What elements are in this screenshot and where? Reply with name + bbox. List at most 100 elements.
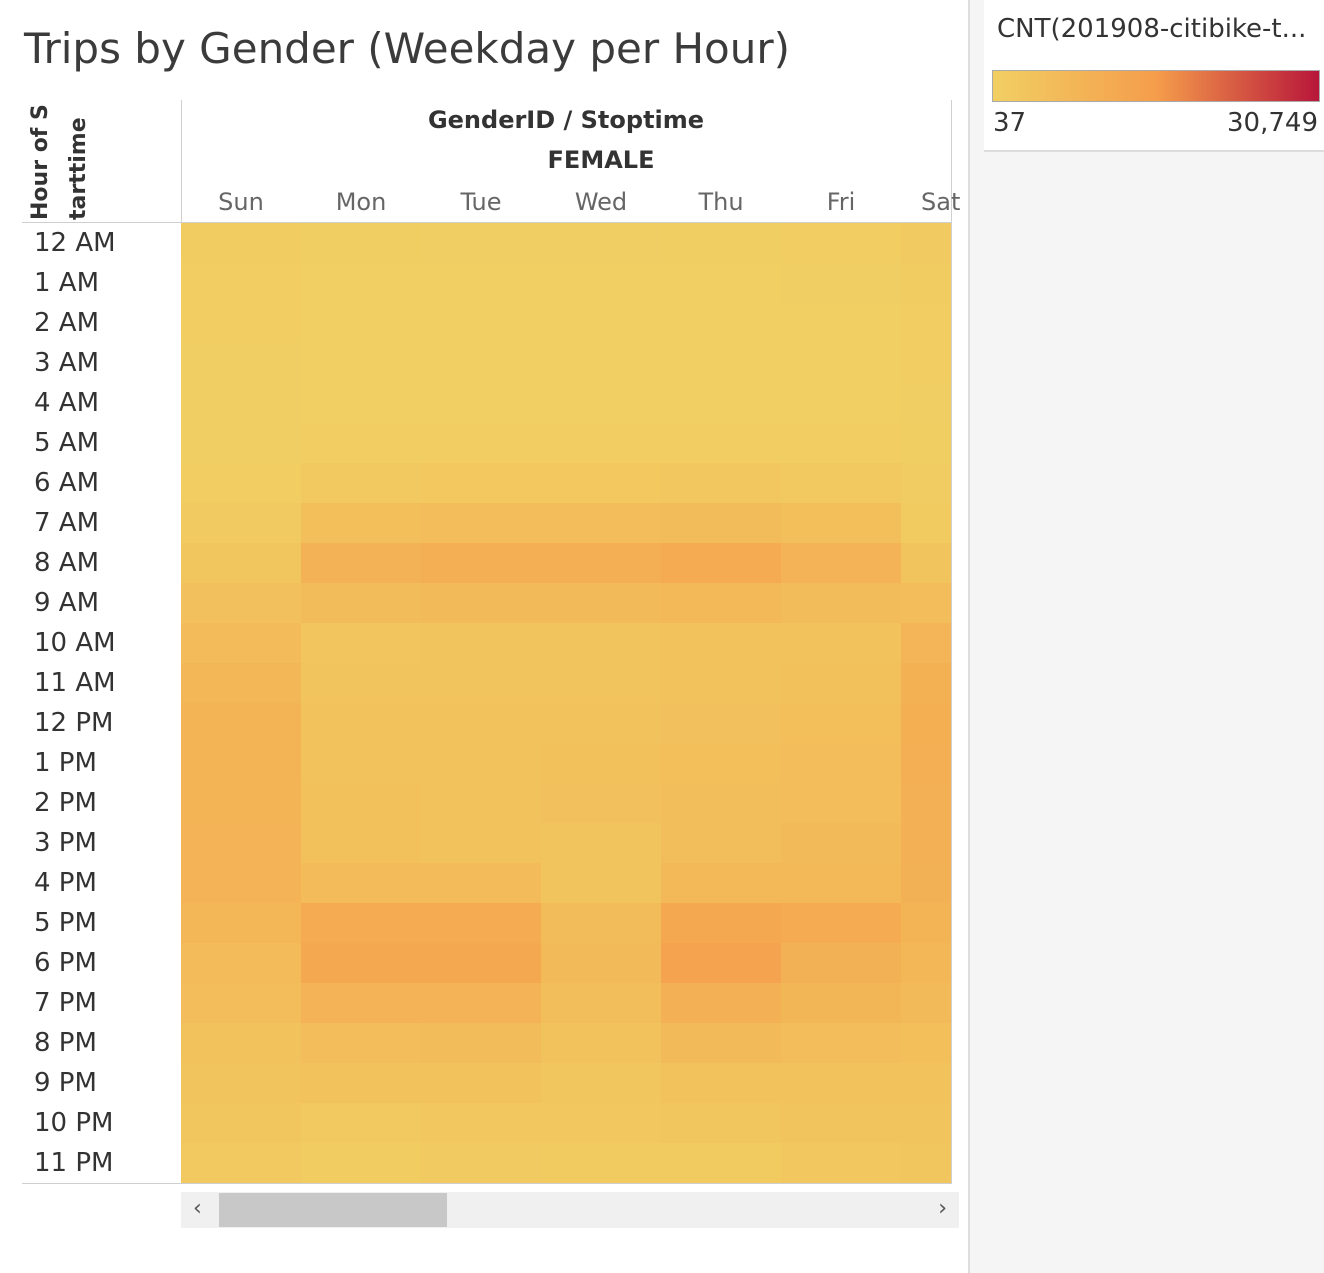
heatmap-cell [661,583,781,623]
heatmap-cell [901,303,951,343]
heatmap-cell [181,823,301,863]
heatmap-cell [781,423,901,463]
heatmap-cell [421,543,541,583]
heatmap-cell [421,903,541,943]
hour-label: 8 AM [34,548,100,578]
row-header: Hour of S tarttime [26,100,102,220]
heatmap-cell [901,903,951,943]
heatmap-cell [421,743,541,783]
hour-label: 7 AM [34,508,100,538]
heatmap-cell [301,823,421,863]
heatmap-cell [901,783,951,823]
scroll-right-icon[interactable]: › [938,1196,947,1221]
heatmap-cell [901,623,951,663]
heatmap-cell [301,503,421,543]
heatmap-cell [781,623,901,663]
heatmap-cell [181,903,301,943]
heatmap-cell [301,1063,421,1103]
heatmap-cell [301,903,421,943]
heatmap-cell [421,983,541,1023]
heatmap-cell [181,743,301,783]
heatmap-cell [901,743,951,783]
heatmap-cell [421,503,541,543]
heatmap-cell [661,1143,781,1183]
hour-label: 2 PM [34,788,97,818]
heatmap-cell [541,943,661,983]
heatmap-cell [541,503,661,543]
hour-label: 5 PM [34,908,97,938]
heatmap-cell [541,903,661,943]
heatmap-cell [541,583,661,623]
hour-label: 1 PM [34,748,97,778]
heatmap-cell [301,343,421,383]
heatmap-cell [661,303,781,343]
heatmap-cell [661,663,781,703]
heatmap-cell [781,503,901,543]
heatmap-cell [421,343,541,383]
heatmap-cell [661,743,781,783]
heatmap-cell [781,463,901,503]
heatmap-cell [781,223,901,263]
heatmap-cell [541,783,661,823]
heatmap-cell [661,1023,781,1063]
heatmap-cell [301,1103,421,1143]
heatmap-cell [781,1023,901,1063]
hour-label: 10 AM [34,628,116,658]
scroll-left-icon[interactable]: ‹ [193,1196,202,1221]
heatmap-cell [661,383,781,423]
heatmap-cell [541,223,661,263]
heatmap-cell [541,863,661,903]
heatmap-cell [901,503,951,543]
heatmap-cell [901,823,951,863]
heatmap-cell [781,743,901,783]
heatmap-cell [181,543,301,583]
heatmap-cell [181,1143,301,1183]
heatmap-cell [901,223,951,263]
hour-label: 6 PM [34,948,97,978]
heatmap-cell [661,463,781,503]
heatmap-cell [541,1063,661,1103]
scrollbar-thumb[interactable] [219,1193,447,1227]
legend-title: CNT(201908-citibike-t... [997,14,1307,44]
heatmap-cell [301,863,421,903]
heatmap-cell [661,223,781,263]
heatmap-cell [541,263,661,303]
heatmap-cell [781,343,901,383]
heatmap-cell [301,303,421,343]
day-label: Tue [460,188,502,216]
heatmap-cell [301,423,421,463]
hour-label: 9 AM [34,588,100,618]
heatmap-cell [541,1103,661,1143]
heatmap-cell [661,863,781,903]
row-header-line1: Hour of S [28,104,53,220]
heatmap-cell [541,823,661,863]
heatmap-cell [661,783,781,823]
heatmap-cell [421,703,541,743]
heatmap-cell [901,983,951,1023]
heatmap-cell [901,863,951,903]
heatmap-cell [781,543,901,583]
right-edge-divider [951,100,952,1184]
hour-label: 12 PM [34,708,114,738]
heatmap-cell [541,463,661,503]
heatmap-cell [661,943,781,983]
heatmap-cell [901,663,951,703]
horizontal-scrollbar[interactable]: ‹ › [181,1192,959,1228]
hour-label: 4 PM [34,868,97,898]
heatmap-cell [901,1023,951,1063]
heatmap-cell [181,383,301,423]
heatmap-cell [901,1143,951,1183]
legend-gradient [992,70,1320,102]
heatmap-cell [301,983,421,1023]
heatmap-cell [301,943,421,983]
heatmap-cell [301,263,421,303]
heatmap-cell [901,1063,951,1103]
column-header-title: GenderID / Stoptime [427,106,705,134]
hour-label: 3 PM [34,828,97,858]
heatmap-cell [301,623,421,663]
heatmap-cell [181,423,301,463]
day-label: Thu [698,188,744,216]
heatmap-cell [421,423,541,463]
heatmap-cell [781,263,901,303]
heatmap-cell [901,383,951,423]
